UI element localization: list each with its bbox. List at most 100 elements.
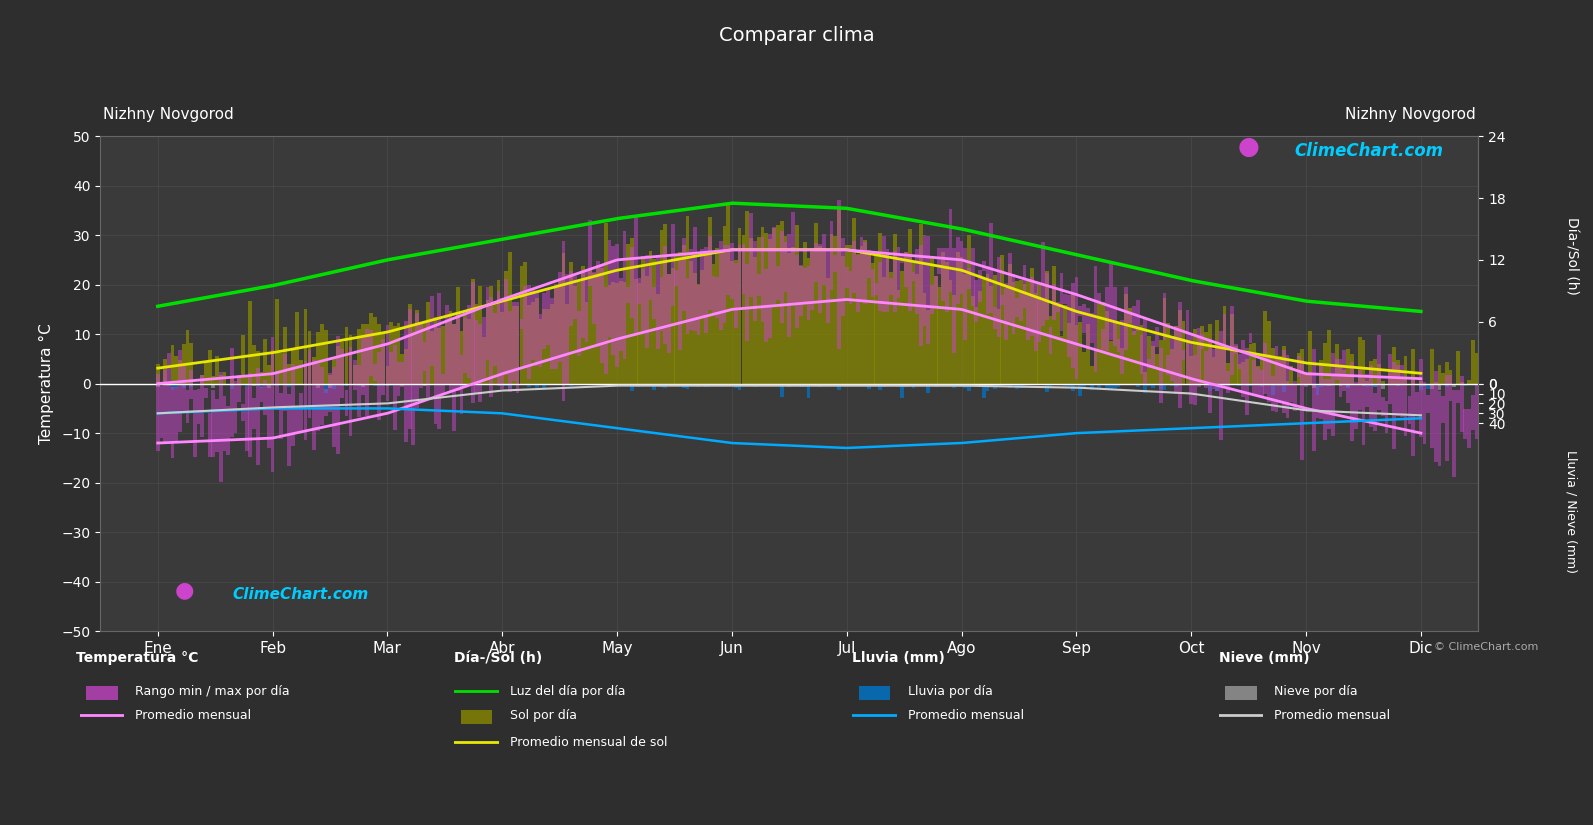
Bar: [723, 245, 726, 323]
Bar: [945, 262, 949, 384]
Bar: [159, 386, 164, 438]
Bar: [967, 384, 970, 391]
Bar: [787, 384, 792, 387]
Bar: [1114, 384, 1117, 388]
Bar: [1249, 333, 1252, 343]
Bar: [776, 225, 779, 384]
Bar: [1486, 384, 1489, 388]
Bar: [693, 273, 696, 384]
Bar: [1212, 384, 1215, 385]
Bar: [550, 298, 554, 370]
Bar: [452, 324, 456, 431]
Bar: [263, 384, 268, 385]
Bar: [378, 384, 381, 385]
Bar: [1037, 384, 1042, 385]
Bar: [787, 253, 792, 384]
Bar: [241, 404, 245, 421]
Bar: [1395, 384, 1400, 386]
Bar: [746, 264, 749, 341]
Bar: [1000, 255, 1004, 384]
Bar: [223, 372, 226, 384]
Bar: [894, 384, 897, 385]
Bar: [430, 296, 433, 365]
Bar: [852, 384, 855, 385]
Bar: [1235, 344, 1238, 354]
Bar: [1456, 351, 1459, 384]
Bar: [411, 384, 416, 385]
Bar: [1117, 339, 1120, 352]
Bar: [218, 375, 223, 384]
Bar: [422, 384, 427, 386]
Bar: [585, 302, 588, 384]
Bar: [911, 384, 916, 388]
Bar: [1324, 384, 1327, 385]
Bar: [252, 384, 256, 385]
Bar: [1106, 384, 1109, 389]
Bar: [1223, 305, 1227, 384]
Bar: [581, 384, 585, 385]
Bar: [299, 361, 303, 384]
Bar: [204, 388, 207, 398]
Bar: [900, 253, 905, 263]
Bar: [287, 394, 292, 466]
Bar: [905, 384, 908, 387]
Bar: [1486, 377, 1489, 384]
Bar: [806, 266, 811, 320]
Bar: [411, 326, 416, 384]
Bar: [1343, 370, 1346, 384]
Bar: [1031, 268, 1034, 384]
Bar: [1274, 346, 1278, 412]
Bar: [956, 237, 959, 304]
Bar: [1423, 384, 1426, 386]
Bar: [1004, 288, 1008, 384]
Bar: [964, 384, 967, 389]
Bar: [588, 270, 593, 384]
Bar: [1201, 326, 1204, 384]
Bar: [1419, 384, 1423, 387]
Bar: [1249, 384, 1252, 386]
Bar: [1311, 384, 1316, 385]
Bar: [260, 372, 263, 384]
Bar: [894, 233, 897, 384]
Bar: [1297, 353, 1300, 384]
Bar: [765, 233, 768, 384]
Bar: [1515, 370, 1520, 384]
Bar: [573, 276, 577, 319]
Bar: [422, 342, 427, 370]
Bar: [656, 295, 660, 384]
Bar: [357, 329, 360, 384]
Bar: [295, 312, 299, 384]
Bar: [464, 315, 467, 384]
Bar: [814, 224, 819, 384]
Bar: [1015, 298, 1020, 317]
Bar: [690, 261, 693, 384]
Bar: [685, 278, 690, 334]
Bar: [773, 228, 776, 384]
Bar: [182, 366, 186, 413]
Bar: [1158, 348, 1163, 403]
Bar: [776, 384, 779, 385]
Bar: [441, 375, 444, 395]
Bar: [362, 384, 365, 387]
Text: Lluvia / Nieve (mm): Lluvia / Nieve (mm): [1564, 450, 1579, 573]
Bar: [825, 277, 830, 384]
Bar: [623, 384, 626, 385]
Bar: [811, 249, 814, 384]
Bar: [760, 227, 765, 384]
Bar: [1048, 384, 1053, 386]
Bar: [185, 384, 190, 385]
Bar: [970, 296, 975, 384]
Bar: [475, 320, 478, 393]
Bar: [505, 384, 508, 385]
Bar: [1152, 342, 1155, 366]
Bar: [682, 245, 685, 384]
Text: Promedio mensual: Promedio mensual: [908, 710, 1024, 723]
Bar: [667, 274, 671, 353]
Bar: [1437, 384, 1442, 389]
Text: ClimeChart.com: ClimeChart.com: [1295, 142, 1443, 160]
Bar: [656, 255, 660, 349]
Bar: [256, 351, 260, 384]
Bar: [1343, 350, 1346, 391]
Bar: [1335, 384, 1338, 385]
Bar: [825, 250, 830, 323]
